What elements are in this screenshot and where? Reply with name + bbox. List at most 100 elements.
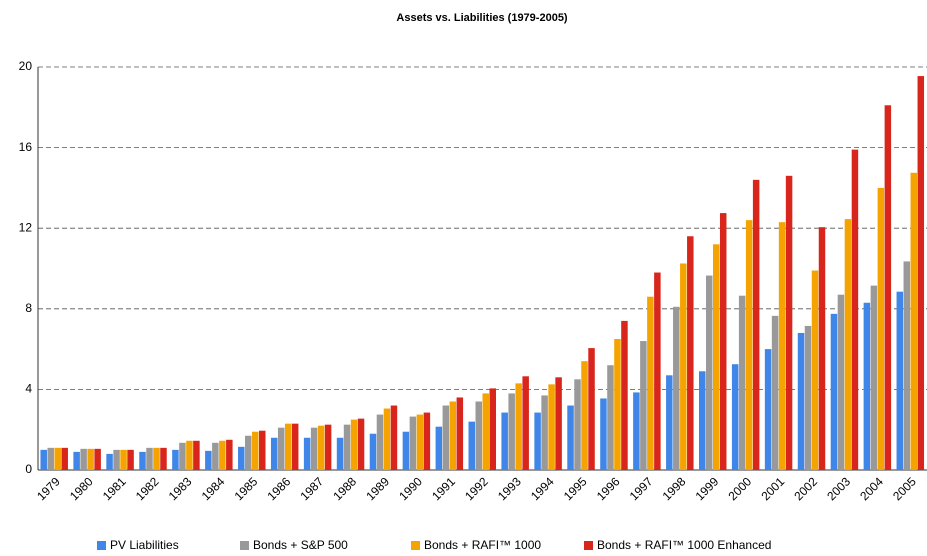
bar	[193, 440, 200, 470]
x-tick-label: 1998	[660, 474, 689, 503]
bar	[633, 392, 640, 470]
bar	[303, 437, 311, 470]
bar	[508, 393, 515, 470]
bar	[501, 412, 508, 470]
chart-title: Assets vs. Liabilities (1979-2005)	[396, 12, 568, 24]
x-tick-label: 2005	[890, 474, 919, 503]
bar	[226, 439, 233, 470]
bar	[80, 448, 87, 470]
bar	[719, 213, 727, 470]
bar	[896, 291, 904, 470]
bar	[277, 427, 285, 470]
bar	[705, 275, 713, 470]
bar	[160, 447, 167, 470]
y-tick-label: 8	[25, 301, 32, 315]
bar	[621, 320, 628, 470]
bar	[877, 187, 885, 470]
bar	[186, 440, 193, 470]
bar	[844, 219, 852, 470]
bar	[284, 423, 292, 470]
x-tick-label: 1996	[594, 474, 623, 503]
x-tick-label: 1989	[363, 474, 392, 503]
x-tick-label: 1979	[34, 474, 63, 503]
y-tick-label: 20	[19, 59, 33, 73]
bar	[238, 446, 245, 470]
bar	[179, 442, 186, 470]
x-tick-label: 1988	[330, 474, 359, 503]
bar	[423, 412, 431, 470]
bar	[146, 447, 153, 470]
bar	[153, 447, 160, 470]
bar	[666, 375, 673, 470]
bar	[884, 105, 892, 470]
bar	[555, 377, 562, 470]
bar	[310, 427, 318, 470]
bar	[343, 424, 351, 470]
x-tick-label: 1995	[561, 474, 590, 503]
bar	[797, 332, 805, 470]
x-tick-label: 2002	[791, 474, 820, 503]
bar	[317, 425, 325, 470]
bar	[698, 371, 706, 470]
x-tick-label: 1997	[627, 474, 656, 503]
bar	[830, 313, 838, 470]
bar	[468, 421, 476, 470]
bar	[94, 448, 101, 470]
legend-label: Bonds + RAFI™ 1000 Enhanced	[597, 538, 771, 552]
bar	[804, 325, 812, 470]
bar	[607, 365, 614, 470]
x-tick-label: 1990	[396, 474, 425, 503]
bar	[680, 263, 687, 470]
bar	[654, 272, 661, 470]
y-tick-label: 16	[19, 140, 33, 154]
legend-swatch	[97, 541, 106, 550]
x-tick-label: 1987	[297, 474, 326, 503]
bar	[449, 401, 457, 470]
x-tick-label: 1994	[528, 474, 557, 503]
bar	[818, 227, 826, 470]
bar	[778, 222, 786, 470]
y-tick-label: 12	[19, 220, 33, 234]
x-tick-label: 2003	[824, 474, 853, 503]
x-tick-label: 1999	[693, 474, 722, 503]
bar	[219, 440, 226, 470]
x-tick-label: 2001	[758, 474, 787, 503]
bar	[259, 430, 266, 470]
bar	[687, 236, 694, 470]
legend-label: PV Liabilities	[110, 538, 179, 552]
bar	[416, 414, 424, 470]
x-tick-label: 1993	[495, 474, 524, 503]
bar	[252, 431, 259, 470]
bar	[640, 341, 647, 470]
bar	[515, 383, 522, 470]
x-tick-label: 1984	[199, 474, 228, 503]
bar	[73, 451, 80, 470]
bar	[409, 416, 417, 470]
bar	[712, 244, 720, 470]
bar	[435, 426, 443, 470]
x-tick-label: 1982	[133, 474, 162, 503]
bar	[291, 423, 299, 470]
bar	[172, 449, 179, 470]
bar	[54, 447, 61, 470]
x-tick-label: 1992	[462, 474, 491, 503]
x-tick-label: 1980	[67, 474, 96, 503]
bar	[61, 447, 68, 470]
bar	[917, 76, 925, 470]
bar	[40, 449, 47, 470]
bar	[548, 384, 555, 470]
bar	[771, 315, 779, 470]
bar	[614, 339, 621, 470]
bar	[212, 442, 219, 470]
bar	[357, 418, 365, 470]
bar	[522, 376, 529, 470]
bar	[745, 220, 753, 470]
bar	[87, 448, 94, 470]
bar	[903, 261, 911, 470]
bar	[541, 395, 548, 470]
bar	[336, 437, 344, 470]
bar	[752, 179, 760, 470]
bar	[113, 449, 120, 470]
x-tick-label: 1985	[232, 474, 261, 503]
legend-swatch	[584, 541, 593, 550]
